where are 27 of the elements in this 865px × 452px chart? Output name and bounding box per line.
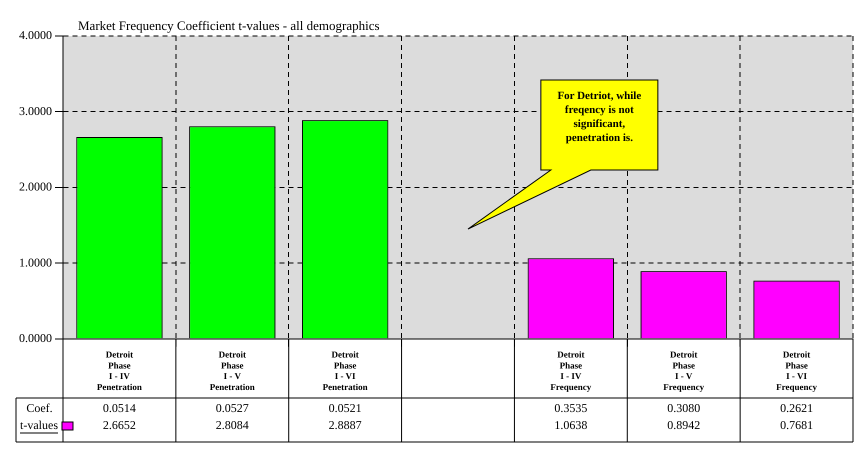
text: 0.3080 [667,401,700,416]
y-tick-label: 0.0000 [19,330,52,345]
x-tick-label: Detroit Phase I - IV Frequency [550,350,592,392]
legend-label: t-values [20,418,58,432]
x-tick-label: Detroit Phase I - IV Penetration [96,350,142,392]
data-label: 2.8887 [328,418,362,432]
annotation: For Detriot, while freqency is not significant, penetration is. [557,90,642,144]
chart-title: Market Frequency Coefficient t-values - all demographics [78,18,380,33]
text: 0.2621 [780,401,814,416]
text: 0.0527 [216,401,249,416]
text: 0.0521 [328,401,362,416]
data-label: 2.8084 [216,418,249,432]
data-label: 2.6652 [102,418,136,432]
text: 0.3535 [554,401,588,416]
text: Coef. [26,401,53,416]
y-tick-label: 3.0000 [19,104,52,118]
x-tick-label: Detroit Phase I - VI Frequency [776,350,818,392]
data-label: 0.7681 [780,418,814,432]
x-tick-label: Detroit Phase I - VI Penetration [322,350,368,392]
x-tick-label: Detroit Phase I - V Frequency [663,350,705,392]
data-label: 1.0638 [554,418,588,432]
data-label: 0.8942 [667,418,700,432]
y-tick-label: 1.0000 [19,255,52,270]
x-tick-label: Detroit Phase I - V Penetration [210,350,255,392]
y-tick-label: 4.0000 [19,28,52,42]
text: 0.0514 [102,401,136,416]
y-tick-label: 2.0000 [19,180,52,194]
